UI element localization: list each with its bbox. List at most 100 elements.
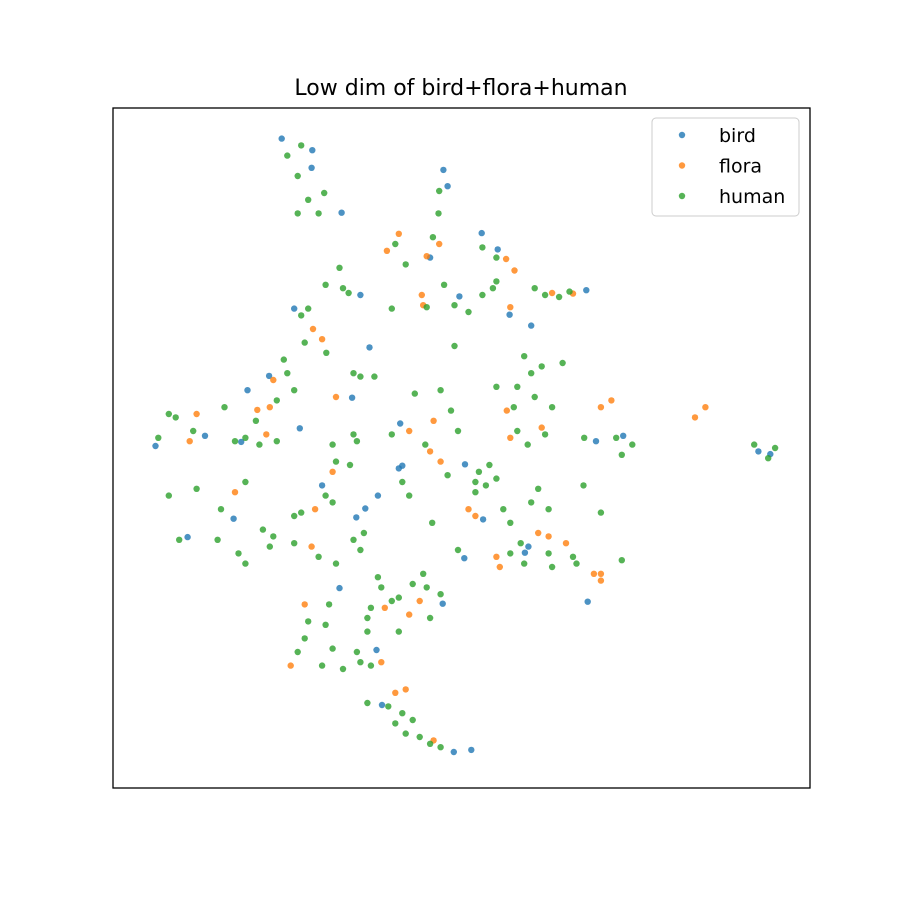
point-human-37 (190, 427, 197, 435)
point-bird-26 (230, 515, 237, 522)
point-bird-8 (583, 287, 590, 294)
point-human-0 (284, 152, 291, 159)
point-bird-47 (318, 482, 326, 489)
point-human-42 (329, 441, 336, 448)
point-flora-8 (548, 289, 556, 297)
point-human-45 (388, 431, 395, 438)
point-human-132 (580, 482, 587, 489)
point-human-94 (573, 560, 580, 567)
point-bird-2 (308, 164, 315, 171)
point-flora-5 (511, 267, 518, 274)
point-human-89 (507, 550, 514, 557)
point-human-40 (242, 434, 249, 441)
point-flora-20 (406, 427, 413, 435)
point-human-137 (548, 404, 556, 411)
point-human-109 (322, 621, 329, 628)
point-flora-22 (426, 448, 434, 455)
series-flora (186, 230, 709, 744)
point-human-100 (423, 584, 430, 591)
point-bird-46 (374, 492, 382, 499)
chart-title: Low dim of bird+flora+human (294, 76, 627, 101)
point-human-4 (315, 210, 322, 217)
point-human-29 (371, 373, 378, 380)
point-flora-12 (318, 336, 326, 343)
point-human-13 (402, 261, 409, 268)
point-human-120 (426, 740, 434, 747)
point-bird-31 (461, 555, 468, 562)
point-human-119 (416, 733, 423, 741)
point-flora-17 (263, 431, 270, 438)
point-bird-38 (450, 748, 457, 756)
point-human-21 (336, 264, 343, 271)
point-human-115 (364, 699, 371, 707)
point-human-125 (318, 662, 326, 669)
point-human-121 (437, 744, 444, 751)
point-flora-21 (430, 417, 437, 424)
point-flora-24 (507, 434, 514, 441)
point-human-68 (193, 485, 200, 492)
point-flora-38 (590, 570, 598, 577)
point-human-87 (507, 519, 514, 526)
point-human-81 (332, 560, 340, 567)
point-flora-2 (423, 253, 430, 260)
point-flora-6 (418, 291, 425, 299)
point-bird-29 (362, 505, 369, 512)
point-human-114 (339, 665, 347, 673)
point-human-113 (367, 662, 375, 669)
point-bird-22 (592, 438, 600, 445)
point-human-135 (538, 363, 545, 370)
point-human-142 (475, 468, 483, 475)
point-human-158 (325, 601, 333, 608)
point-bird-19 (397, 420, 404, 427)
point-flora-53 (308, 543, 315, 550)
point-human-127 (350, 536, 357, 543)
point-human-7 (436, 187, 443, 195)
point-human-88 (517, 540, 524, 547)
point-human-53 (531, 393, 538, 401)
legend-marker-bird (678, 131, 686, 139)
point-bird-18 (348, 394, 356, 401)
point-bird-34 (336, 584, 343, 592)
point-human-148 (493, 278, 500, 285)
point-bird-32 (525, 543, 532, 550)
point-human-51 (493, 383, 500, 390)
point-human-30 (291, 387, 298, 394)
point-flora-34 (496, 563, 503, 571)
point-human-55 (541, 431, 549, 438)
point-human-82 (357, 546, 364, 554)
legend-item-human: human (678, 186, 785, 208)
point-human-48 (447, 407, 455, 414)
point-human-62 (629, 441, 636, 448)
point-human-161 (242, 478, 249, 486)
point-human-43 (350, 431, 357, 438)
point-flora-35 (535, 529, 542, 537)
point-bird-15 (152, 442, 159, 450)
point-flora-30 (311, 506, 319, 513)
point-bird-36 (373, 646, 380, 654)
legend-item-bird: bird (678, 125, 756, 147)
point-bird-0 (278, 135, 285, 142)
point-human-69 (217, 506, 225, 513)
point-flora-52 (329, 468, 336, 475)
point-bird-33 (521, 549, 529, 556)
point-human-28 (357, 373, 364, 380)
legend: bird flora human (651, 117, 800, 217)
point-human-146 (305, 305, 312, 312)
point-human-136 (528, 370, 535, 377)
point-human-41 (256, 441, 263, 448)
point-bird-9 (456, 293, 463, 300)
point-bird-37 (378, 701, 386, 709)
point-flora-44 (378, 659, 385, 666)
point-flora-19 (332, 393, 340, 401)
point-human-60 (581, 434, 588, 441)
point-human-128 (332, 458, 340, 465)
point-bird-27 (184, 533, 191, 541)
point-human-38 (155, 434, 162, 441)
point-human-5 (294, 210, 301, 217)
point-flora-41 (416, 597, 423, 605)
point-bird-5 (444, 183, 451, 190)
point-flora-11 (309, 325, 317, 333)
point-flora-4 (502, 255, 510, 263)
point-bird-10 (506, 311, 513, 318)
point-human-14 (388, 305, 395, 312)
